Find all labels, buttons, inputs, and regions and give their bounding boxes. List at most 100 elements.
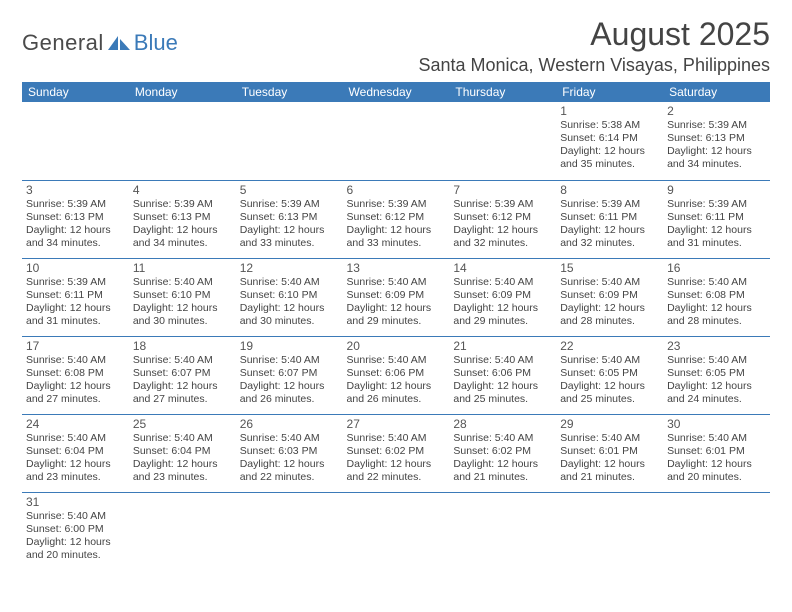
sunrise-text: Sunrise: 5:39 AM [240, 198, 339, 211]
daylight-text: Daylight: 12 hours and 34 minutes. [26, 224, 125, 250]
sunrise-text: Sunrise: 5:40 AM [133, 432, 232, 445]
sunrise-text: Sunrise: 5:40 AM [26, 432, 125, 445]
weekday-header: Monday [129, 82, 236, 102]
calendar-cell: 24Sunrise: 5:40 AMSunset: 6:04 PMDayligh… [22, 414, 129, 492]
day-number: 22 [560, 339, 659, 353]
sunrise-text: Sunrise: 5:40 AM [667, 432, 766, 445]
sunset-text: Sunset: 6:09 PM [453, 289, 552, 302]
calendar-week-row: 31Sunrise: 5:40 AMSunset: 6:00 PMDayligh… [22, 492, 770, 570]
calendar-cell: 20Sunrise: 5:40 AMSunset: 6:06 PMDayligh… [343, 336, 450, 414]
daylight-text: Daylight: 12 hours and 21 minutes. [560, 458, 659, 484]
daylight-text: Daylight: 12 hours and 20 minutes. [26, 536, 125, 562]
daylight-text: Daylight: 12 hours and 28 minutes. [667, 302, 766, 328]
daylight-text: Daylight: 12 hours and 29 minutes. [347, 302, 446, 328]
sunrise-text: Sunrise: 5:39 AM [667, 198, 766, 211]
calendar-cell: 27Sunrise: 5:40 AMSunset: 6:02 PMDayligh… [343, 414, 450, 492]
sunset-text: Sunset: 6:04 PM [133, 445, 232, 458]
sunrise-text: Sunrise: 5:38 AM [560, 119, 659, 132]
sunset-text: Sunset: 6:07 PM [240, 367, 339, 380]
sunset-text: Sunset: 6:13 PM [240, 211, 339, 224]
sunrise-text: Sunrise: 5:39 AM [133, 198, 232, 211]
daylight-text: Daylight: 12 hours and 28 minutes. [560, 302, 659, 328]
calendar-cell-empty [663, 492, 770, 570]
sunrise-text: Sunrise: 5:40 AM [667, 276, 766, 289]
sunset-text: Sunset: 6:04 PM [26, 445, 125, 458]
weekday-header: Thursday [449, 82, 556, 102]
sunset-text: Sunset: 6:12 PM [453, 211, 552, 224]
daylight-text: Daylight: 12 hours and 35 minutes. [560, 145, 659, 171]
sunset-text: Sunset: 6:06 PM [347, 367, 446, 380]
day-number: 26 [240, 417, 339, 431]
calendar-cell: 18Sunrise: 5:40 AMSunset: 6:07 PMDayligh… [129, 336, 236, 414]
day-number: 29 [560, 417, 659, 431]
sail-icon [108, 36, 132, 50]
daylight-text: Daylight: 12 hours and 22 minutes. [240, 458, 339, 484]
day-number: 10 [26, 261, 125, 275]
sunset-text: Sunset: 6:07 PM [133, 367, 232, 380]
day-number: 8 [560, 183, 659, 197]
calendar-cell-empty [236, 102, 343, 180]
sunrise-text: Sunrise: 5:40 AM [133, 276, 232, 289]
sunset-text: Sunset: 6:13 PM [667, 132, 766, 145]
location-subtitle: Santa Monica, Western Visayas, Philippin… [418, 55, 770, 76]
calendar-cell-empty [236, 492, 343, 570]
daylight-text: Daylight: 12 hours and 32 minutes. [453, 224, 552, 250]
sunset-text: Sunset: 6:11 PM [560, 211, 659, 224]
daylight-text: Daylight: 12 hours and 29 minutes. [453, 302, 552, 328]
day-number: 18 [133, 339, 232, 353]
calendar-cell: 16Sunrise: 5:40 AMSunset: 6:08 PMDayligh… [663, 258, 770, 336]
header: General Blue August 2025 Santa Monica, W… [22, 16, 770, 76]
calendar-week-row: 17Sunrise: 5:40 AMSunset: 6:08 PMDayligh… [22, 336, 770, 414]
daylight-text: Daylight: 12 hours and 30 minutes. [133, 302, 232, 328]
weekday-header: Friday [556, 82, 663, 102]
calendar-cell: 2Sunrise: 5:39 AMSunset: 6:13 PMDaylight… [663, 102, 770, 180]
daylight-text: Daylight: 12 hours and 34 minutes. [667, 145, 766, 171]
day-number: 31 [26, 495, 125, 509]
daylight-text: Daylight: 12 hours and 24 minutes. [667, 380, 766, 406]
calendar-cell-empty [556, 492, 663, 570]
calendar-week-row: 24Sunrise: 5:40 AMSunset: 6:04 PMDayligh… [22, 414, 770, 492]
day-number: 28 [453, 417, 552, 431]
calendar-cell: 5Sunrise: 5:39 AMSunset: 6:13 PMDaylight… [236, 180, 343, 258]
calendar-table: SundayMondayTuesdayWednesdayThursdayFrid… [22, 82, 770, 570]
weekday-header: Wednesday [343, 82, 450, 102]
day-number: 11 [133, 261, 232, 275]
day-number: 19 [240, 339, 339, 353]
sunset-text: Sunset: 6:12 PM [347, 211, 446, 224]
sunset-text: Sunset: 6:01 PM [667, 445, 766, 458]
calendar-cell: 29Sunrise: 5:40 AMSunset: 6:01 PMDayligh… [556, 414, 663, 492]
sunset-text: Sunset: 6:05 PM [667, 367, 766, 380]
day-number: 25 [133, 417, 232, 431]
sunset-text: Sunset: 6:09 PM [560, 289, 659, 302]
calendar-cell: 28Sunrise: 5:40 AMSunset: 6:02 PMDayligh… [449, 414, 556, 492]
daylight-text: Daylight: 12 hours and 25 minutes. [453, 380, 552, 406]
sunrise-text: Sunrise: 5:40 AM [347, 354, 446, 367]
calendar-cell: 22Sunrise: 5:40 AMSunset: 6:05 PMDayligh… [556, 336, 663, 414]
daylight-text: Daylight: 12 hours and 27 minutes. [26, 380, 125, 406]
daylight-text: Daylight: 12 hours and 22 minutes. [347, 458, 446, 484]
day-number: 14 [453, 261, 552, 275]
sunrise-text: Sunrise: 5:40 AM [667, 354, 766, 367]
calendar-cell-empty [343, 102, 450, 180]
sunrise-text: Sunrise: 5:40 AM [240, 432, 339, 445]
calendar-cell: 11Sunrise: 5:40 AMSunset: 6:10 PMDayligh… [129, 258, 236, 336]
daylight-text: Daylight: 12 hours and 31 minutes. [26, 302, 125, 328]
sunrise-text: Sunrise: 5:40 AM [560, 354, 659, 367]
day-number: 6 [347, 183, 446, 197]
calendar-cell-empty [129, 102, 236, 180]
calendar-cell-empty [22, 102, 129, 180]
day-number: 15 [560, 261, 659, 275]
calendar-body: 1Sunrise: 5:38 AMSunset: 6:14 PMDaylight… [22, 102, 770, 570]
daylight-text: Daylight: 12 hours and 25 minutes. [560, 380, 659, 406]
daylight-text: Daylight: 12 hours and 27 minutes. [133, 380, 232, 406]
sunset-text: Sunset: 6:10 PM [133, 289, 232, 302]
daylight-text: Daylight: 12 hours and 33 minutes. [240, 224, 339, 250]
calendar-cell: 1Sunrise: 5:38 AMSunset: 6:14 PMDaylight… [556, 102, 663, 180]
day-number: 20 [347, 339, 446, 353]
daylight-text: Daylight: 12 hours and 26 minutes. [240, 380, 339, 406]
calendar-cell: 7Sunrise: 5:39 AMSunset: 6:12 PMDaylight… [449, 180, 556, 258]
sunrise-text: Sunrise: 5:40 AM [26, 510, 125, 523]
daylight-text: Daylight: 12 hours and 20 minutes. [667, 458, 766, 484]
weekday-header: Saturday [663, 82, 770, 102]
calendar-week-row: 3Sunrise: 5:39 AMSunset: 6:13 PMDaylight… [22, 180, 770, 258]
